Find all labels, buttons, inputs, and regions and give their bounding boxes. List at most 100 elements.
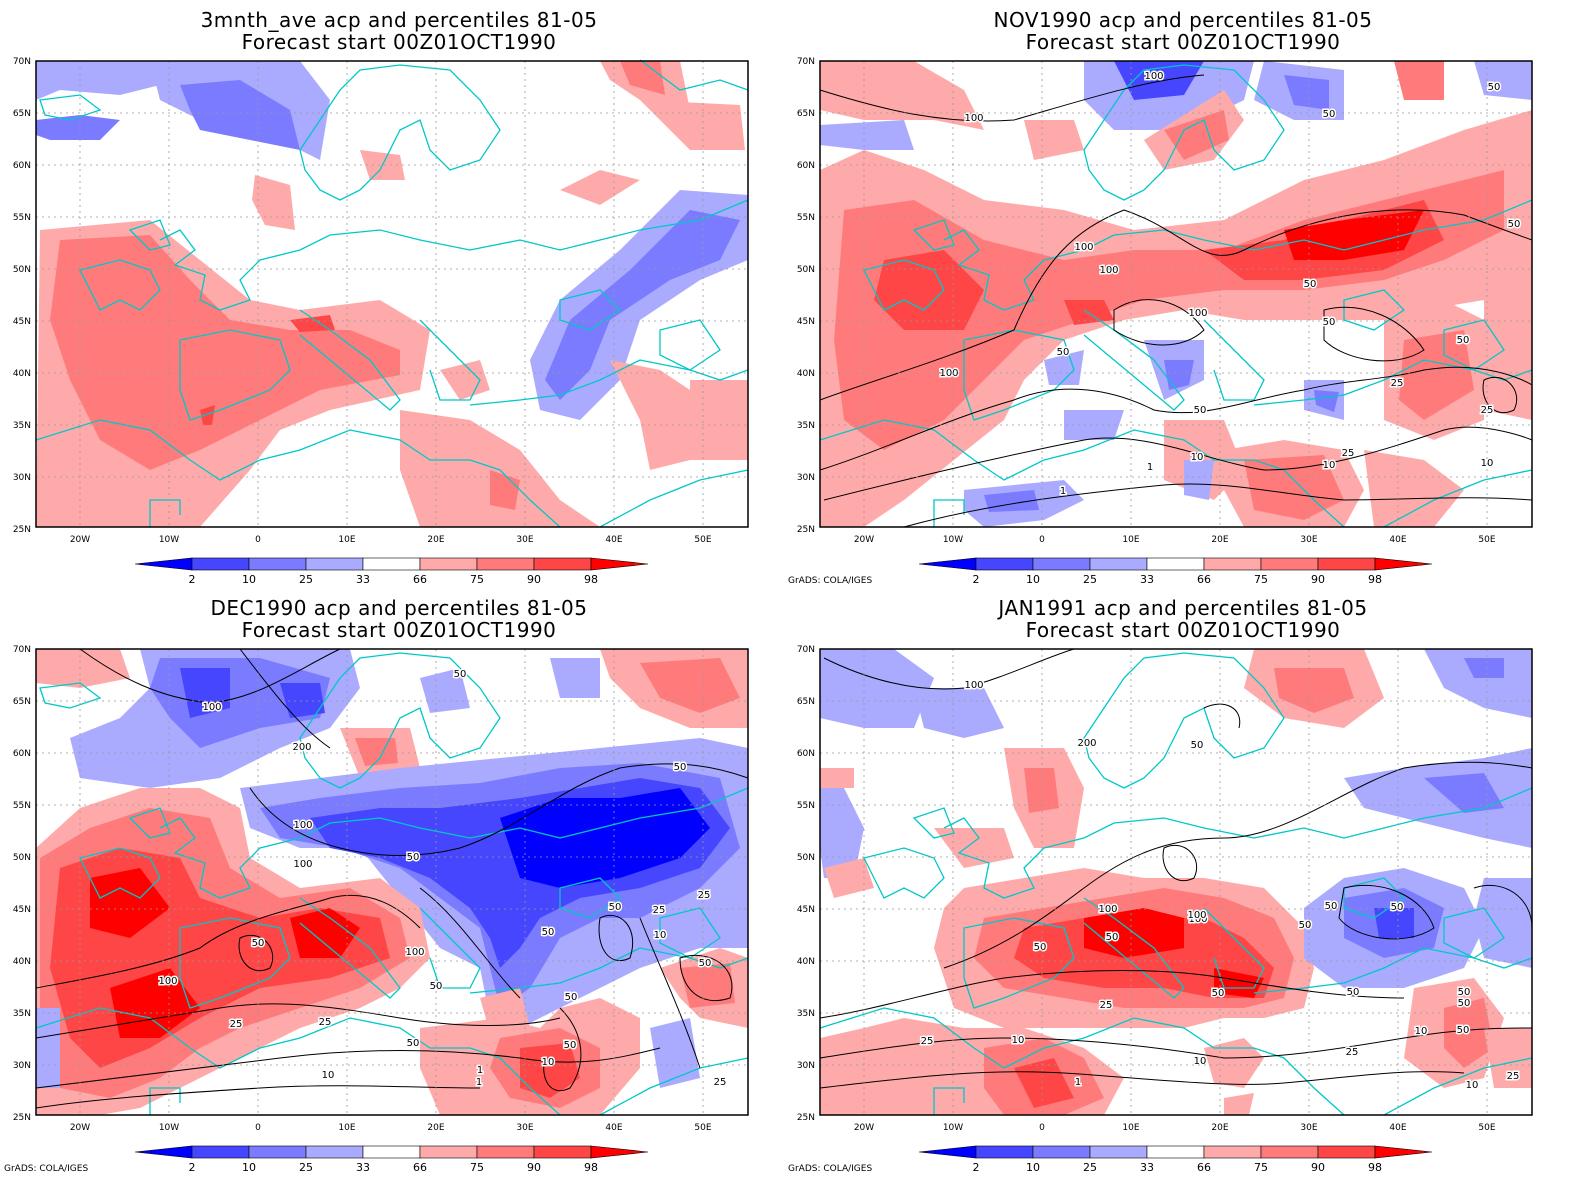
panel-title: 3mnth_ave acp and percentiles 81-05 [200,8,598,32]
map-frame [35,648,749,1116]
lon-axis-labels: 20W 10W 0 10E 20E 30E 40E 50E [854,1123,1496,1133]
lat-tick-label: 70N [13,645,31,655]
contour-label: 1 [1060,486,1066,497]
colorbar-label: 66 [413,573,427,586]
contour-label: 100 [1144,71,1163,82]
lon-tick-label: 20E [427,1123,444,1133]
shaded-anomaly-field [820,649,1532,1115]
colorbar: 2 10 25 33 66 75 90 98 [134,1145,649,1174]
contour-label: 100 [964,113,983,124]
coastlines [819,652,1533,1116]
colorbar: 2 10 25 33 66 75 90 98 [918,557,1433,586]
colorbar-label: 25 [1083,1161,1097,1174]
contour-label: 100 [405,947,424,958]
colorbar-label: 75 [470,573,484,586]
contour-label: 25 [714,1077,727,1088]
lon-tick-label: 30E [1300,1123,1317,1133]
panel-3mnth-ave: 70N 65N 60N 55N 50N 45N 40N 35N 30N 25N 20W 10W 0 10… [0,0,798,598]
panel-subtitle: Forecast start 00Z01OCT1990 [1025,30,1341,54]
lon-tick-label: 50E [1478,535,1495,545]
contour-label: 50 [699,958,712,969]
contour-label: 1 [1147,462,1153,473]
contour-label: 100 [293,859,312,870]
contour-label: 50 [674,762,687,773]
colorbar-segment [1260,1145,1319,1159]
lat-tick-label: 40N [13,369,31,379]
grads-credit: GrADS: COLA/IGES [4,1164,89,1174]
panel-subtitle: Forecast start 00Z01OCT1990 [1025,618,1341,642]
contour-label: 50 [1106,932,1119,943]
contour-labels: 1001001001001001005050505050505050252525… [938,70,1522,499]
lat-tick-label: 30N [13,473,31,483]
lat-tick-label: 55N [797,213,815,223]
contour-label: 50 [542,927,555,938]
contour-label: 25 [1391,378,1404,389]
lat-tick-label: 35N [13,421,31,431]
colorbar-label: 10 [1026,1161,1040,1174]
contour-label: 1 [476,1077,482,1088]
colorbar-segment [305,557,364,571]
colorbar-segment [191,557,250,571]
map-svg: 70N 65N 60N 55N 50N 45N 40N 35N 30N 25N 20W 10W 0 10… [797,57,1533,586]
colorbar-label: 75 [1254,573,1268,586]
lat-axis-labels: 70N 65N 60N 55N 50N 45N 40N 35N 30N 25N [13,57,31,535]
lat-tick-label: 40N [797,957,815,967]
shaded-anomaly-field [36,649,748,1115]
colorbar-segment [362,1145,421,1159]
colorbar-segment [362,557,421,571]
lon-tick-label: 10W [159,535,179,545]
panel-nov1990: 70N 65N 60N 55N 50N 45N 40N 35N 30N 25N 20W 10W 0 10… [784,0,1582,598]
lat-tick-label: 65N [797,109,815,119]
panel-title: NOV1990 acp and percentiles 81-05 [993,8,1373,32]
lon-tick-label: 0 [255,535,261,545]
lon-axis-labels: 20W 10W 0 10E 20E 30E 40E 50E [70,535,712,545]
lon-tick-label: 30E [1300,535,1317,545]
contour-label: 10 [1012,1035,1025,1046]
lat-tick-label: 60N [797,749,815,759]
contour-label: 50 [454,669,467,680]
colorbar-segment [1317,557,1376,571]
colorbar-arrow-right [1374,557,1433,571]
colorbar-label: 33 [356,573,370,586]
lon-tick-label: 10E [338,535,355,545]
lon-tick-label: 20W [70,1123,90,1133]
colorbar: 2 10 25 33 66 75 90 98 [918,1145,1433,1174]
lon-tick-label: 20E [1211,1123,1228,1133]
lat-tick-label: 35N [797,1009,815,1019]
grid [36,61,748,527]
lon-tick-label: 50E [694,1123,711,1133]
lon-tick-label: 20E [427,535,444,545]
colorbar-label: 10 [242,573,256,586]
colorbar-arrow-left [134,557,193,571]
map-svg: 70N 65N 60N 55N 50N 45N 40N 35N 30N 25N 20W 10W 0 10… [13,57,749,586]
contour-label: 50 [1323,109,1336,120]
contour-label: 100 [1188,914,1207,925]
grid [820,61,1532,527]
contour-label: 25 [698,890,711,901]
lat-tick-label: 60N [13,161,31,171]
contour-label: 50 [1458,987,1471,998]
contours [35,648,749,1109]
lat-tick-label: 45N [797,905,815,915]
lon-tick-label: 10W [159,1123,179,1133]
contour-label: 50 [564,1040,577,1051]
colorbar-label: 90 [527,573,541,586]
lat-tick-label: 30N [797,1061,815,1071]
contour-label: 50 [1457,335,1470,346]
colorbar-label: 98 [1368,1161,1382,1174]
lat-axis-labels: 70N 65N 60N 55N 50N 45N 40N 35N 30N 25N [797,57,815,535]
contour-label: 10 [322,1070,335,1081]
contour-label: 10 [1191,452,1204,463]
contour-label: 50 [1347,987,1360,998]
colorbar-segment [248,557,307,571]
lat-tick-label: 30N [797,473,815,483]
contours [819,74,1533,528]
lon-tick-label: 50E [1478,1123,1495,1133]
colorbar-label: 98 [584,1161,598,1174]
map-frame [819,648,1533,1116]
lat-tick-label: 70N [13,57,31,67]
grads-credit: GrADS: COLA/IGES [788,576,873,586]
lat-tick-label: 55N [13,801,31,811]
contour-label: 50 [1212,988,1225,999]
